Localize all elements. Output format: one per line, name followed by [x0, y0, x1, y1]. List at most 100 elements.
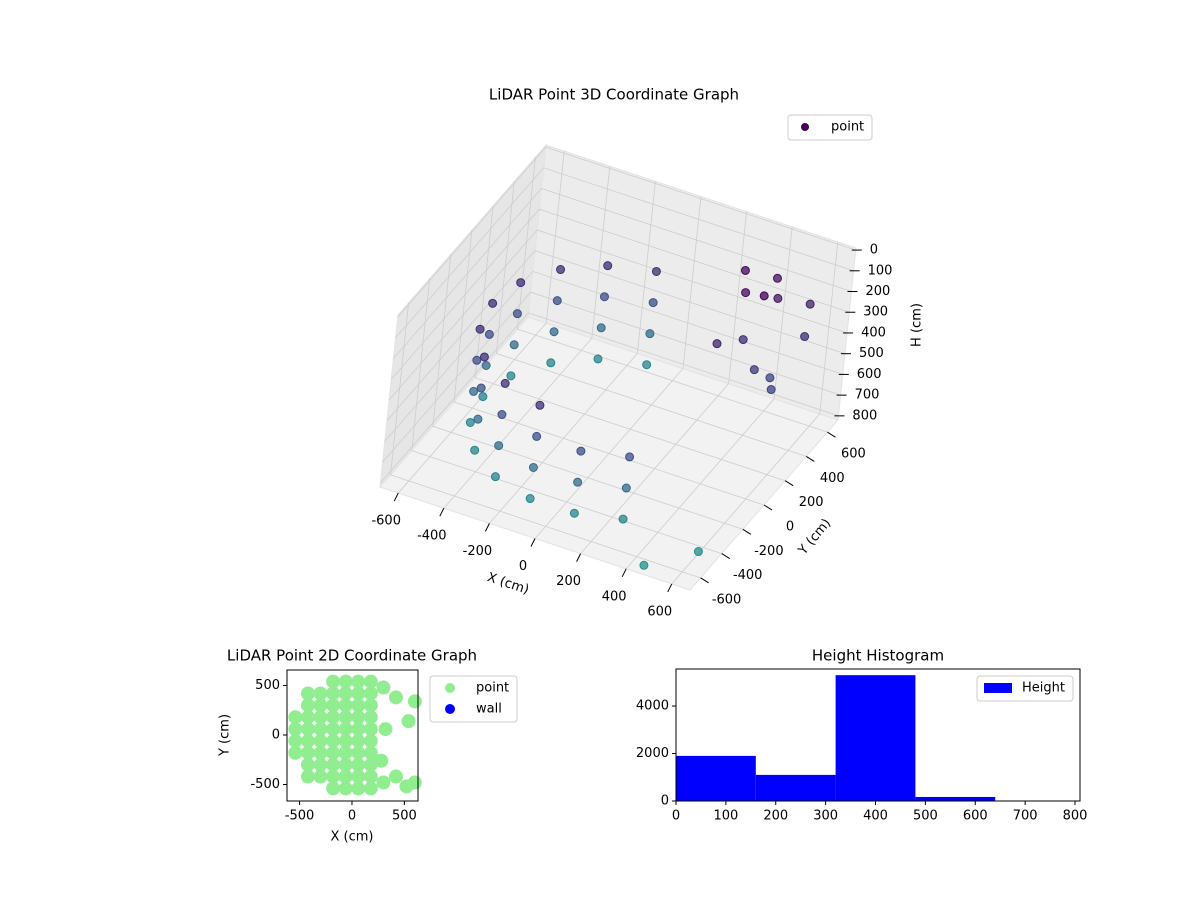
grid-line — [625, 226, 793, 570]
point — [569, 508, 579, 518]
chart-title: LiDAR Point 2D Coordinate Graph — [227, 647, 477, 665]
point — [800, 332, 810, 342]
point — [313, 722, 328, 737]
point — [378, 722, 393, 737]
point — [300, 698, 315, 713]
point — [473, 414, 483, 424]
z-tick-label: 500 — [859, 346, 884, 361]
point — [338, 733, 353, 748]
x-tick — [576, 553, 582, 562]
grid-line — [580, 211, 747, 554]
x-tick-label: 600 — [963, 809, 988, 824]
point — [338, 722, 353, 737]
x-tick-label: 400 — [602, 589, 627, 604]
point — [509, 340, 519, 350]
y-tick — [827, 431, 836, 438]
legend-label: point — [831, 120, 864, 135]
point — [326, 769, 341, 784]
point — [326, 686, 341, 701]
y-axis-label: Y (cm) — [795, 516, 834, 559]
point — [313, 710, 328, 725]
x-tick — [667, 583, 673, 593]
point — [475, 324, 485, 334]
point — [388, 769, 403, 784]
y-tick-label: 0 — [661, 794, 669, 809]
grid-line — [453, 229, 765, 506]
point — [351, 722, 366, 737]
x-tick-label: 500 — [392, 809, 417, 824]
x-tick-label: 0 — [348, 809, 356, 824]
point — [326, 674, 341, 689]
bar — [915, 796, 996, 801]
point — [313, 745, 328, 760]
point — [621, 483, 631, 493]
point — [300, 686, 315, 701]
point — [596, 323, 606, 333]
point — [512, 309, 522, 319]
y-tick — [742, 528, 752, 535]
point — [313, 686, 328, 701]
legend-label: wall — [476, 702, 502, 717]
point — [313, 733, 328, 748]
point — [338, 674, 353, 689]
y-tick — [784, 480, 794, 487]
point — [326, 745, 341, 760]
point — [648, 298, 658, 308]
grid-line — [474, 205, 786, 482]
y-tick-label: 200 — [799, 495, 824, 510]
x-tick-label: 0 — [519, 559, 527, 574]
point — [618, 514, 628, 524]
y-tick-label: 600 — [841, 447, 866, 462]
y-tick-label: 2000 — [636, 746, 669, 761]
point — [740, 265, 750, 275]
y-tick-label: 4000 — [636, 699, 669, 714]
x-tick — [621, 568, 627, 578]
grid-line — [382, 291, 841, 463]
y-tick-label: 500 — [255, 678, 280, 693]
x-tick-label: -400 — [417, 529, 447, 544]
point — [326, 733, 341, 748]
point — [288, 745, 303, 760]
axes-frame — [675, 668, 1081, 802]
point — [549, 327, 559, 337]
point — [546, 358, 556, 368]
point — [363, 769, 378, 784]
z-tick-label: 700 — [855, 388, 880, 403]
y-tick-label: 0 — [786, 520, 794, 535]
point — [300, 722, 315, 737]
grid-line — [388, 229, 848, 401]
y-tick — [806, 456, 815, 462]
y-tick-label: 0 — [272, 728, 280, 743]
point — [313, 769, 328, 784]
point — [772, 273, 782, 283]
point — [535, 400, 545, 410]
point — [300, 710, 315, 725]
x-tick-label: 300 — [813, 809, 838, 824]
z-tick-label: 600 — [857, 367, 882, 382]
x-tick — [484, 523, 490, 532]
point — [494, 441, 504, 451]
z-axis-label: H (cm) — [910, 303, 925, 347]
bar — [835, 675, 916, 801]
grid-line — [534, 196, 702, 539]
z-tick-label: 800 — [852, 408, 877, 423]
point — [645, 329, 655, 339]
grid-line — [390, 302, 701, 579]
point — [599, 292, 609, 302]
point — [470, 445, 480, 455]
grid-line — [411, 278, 722, 554]
legend-marker — [445, 704, 455, 714]
point — [516, 278, 526, 288]
point — [407, 694, 422, 709]
point — [642, 360, 652, 370]
grid-line — [390, 208, 850, 380]
point — [363, 674, 378, 689]
point — [363, 745, 378, 760]
x-tick — [439, 507, 445, 517]
grid-line — [395, 167, 854, 339]
z-tick-label: 100 — [868, 263, 893, 278]
point — [363, 686, 378, 701]
point — [603, 261, 613, 271]
grid-line — [432, 254, 743, 530]
point — [506, 371, 516, 381]
